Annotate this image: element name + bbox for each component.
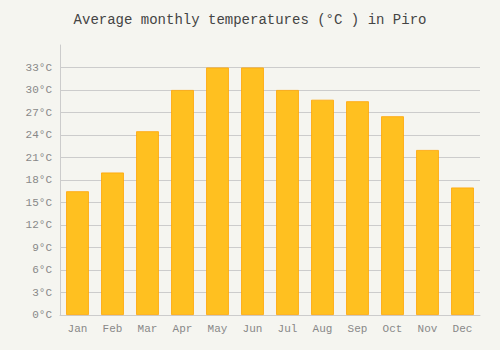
svg-text:15°C: 15°C xyxy=(26,197,53,209)
svg-text:12°C: 12°C xyxy=(26,219,53,231)
svg-text:Sep: Sep xyxy=(348,323,368,335)
svg-text:Feb: Feb xyxy=(103,323,123,335)
svg-text:Dec: Dec xyxy=(453,323,473,335)
svg-text:21°C: 21°C xyxy=(26,152,53,164)
svg-text:3°C: 3°C xyxy=(32,287,52,299)
svg-text:Nov: Nov xyxy=(418,323,438,335)
svg-text:9°C: 9°C xyxy=(32,242,52,254)
svg-text:Oct: Oct xyxy=(383,323,403,335)
svg-text:Average monthly temperatures (: Average monthly temperatures (°C ) in Pi… xyxy=(74,12,427,28)
svg-text:Apr: Apr xyxy=(173,323,193,335)
svg-text:27°C: 27°C xyxy=(26,107,53,119)
svg-text:Mar: Mar xyxy=(138,323,158,335)
svg-text:24°C: 24°C xyxy=(26,129,53,141)
svg-text:0°C: 0°C xyxy=(32,309,52,321)
svg-text:30°C: 30°C xyxy=(26,84,53,96)
svg-text:18°C: 18°C xyxy=(26,174,53,186)
svg-text:May: May xyxy=(208,323,228,335)
svg-text:Jan: Jan xyxy=(68,323,88,335)
svg-text:33°C: 33°C xyxy=(26,62,53,74)
svg-text:6°C: 6°C xyxy=(32,264,52,276)
svg-text:Jun: Jun xyxy=(243,323,263,335)
svg-text:Aug: Aug xyxy=(313,323,333,335)
svg-text:Jul: Jul xyxy=(278,323,298,335)
